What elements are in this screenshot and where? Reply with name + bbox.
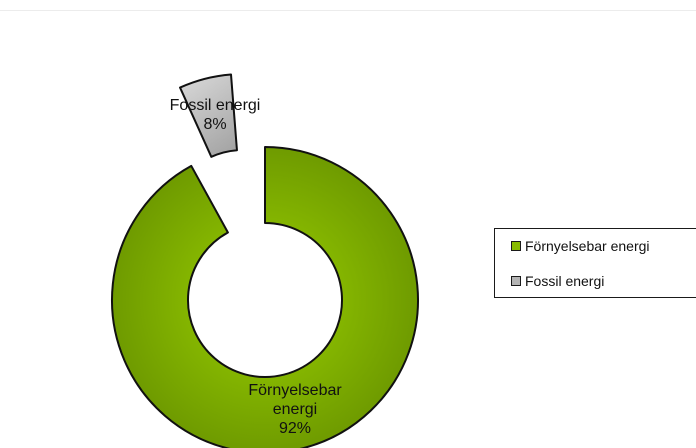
data-label-fornyelsebar-energi-line: 92% xyxy=(279,420,311,437)
data-label-fornyelsebar-energi: Förnyelsebar energi 92% xyxy=(248,382,342,437)
slice-fornyelsebar-energi xyxy=(111,146,419,448)
slice-fossil-energi xyxy=(179,73,238,158)
data-label-fossil-energi-line: 8% xyxy=(203,116,226,133)
legend-swatch-fornyelsebar-energi xyxy=(511,241,521,251)
data-label-fossil-energi: Fossil energi 8% xyxy=(170,97,261,133)
data-label-fornyelsebar-energi-line: Förnyelsebar xyxy=(248,382,342,399)
legend-item-fossil-energi: Fossil energi xyxy=(511,272,604,290)
legend-label-fornyelsebar-energi: Förnyelsebar energi xyxy=(525,238,650,254)
legend: Förnyelsebar energi Fossil energi xyxy=(494,228,696,298)
data-label-fossil-energi-line: Fossil energi xyxy=(170,97,261,114)
top-divider xyxy=(0,10,696,11)
data-label-fornyelsebar-energi-line: energi xyxy=(273,401,317,418)
legend-label-fossil-energi: Fossil energi xyxy=(525,273,605,289)
legend-swatch-fossil-energi xyxy=(511,276,521,286)
legend-item-fornyelsebar-energi: Förnyelsebar energi xyxy=(511,237,650,255)
